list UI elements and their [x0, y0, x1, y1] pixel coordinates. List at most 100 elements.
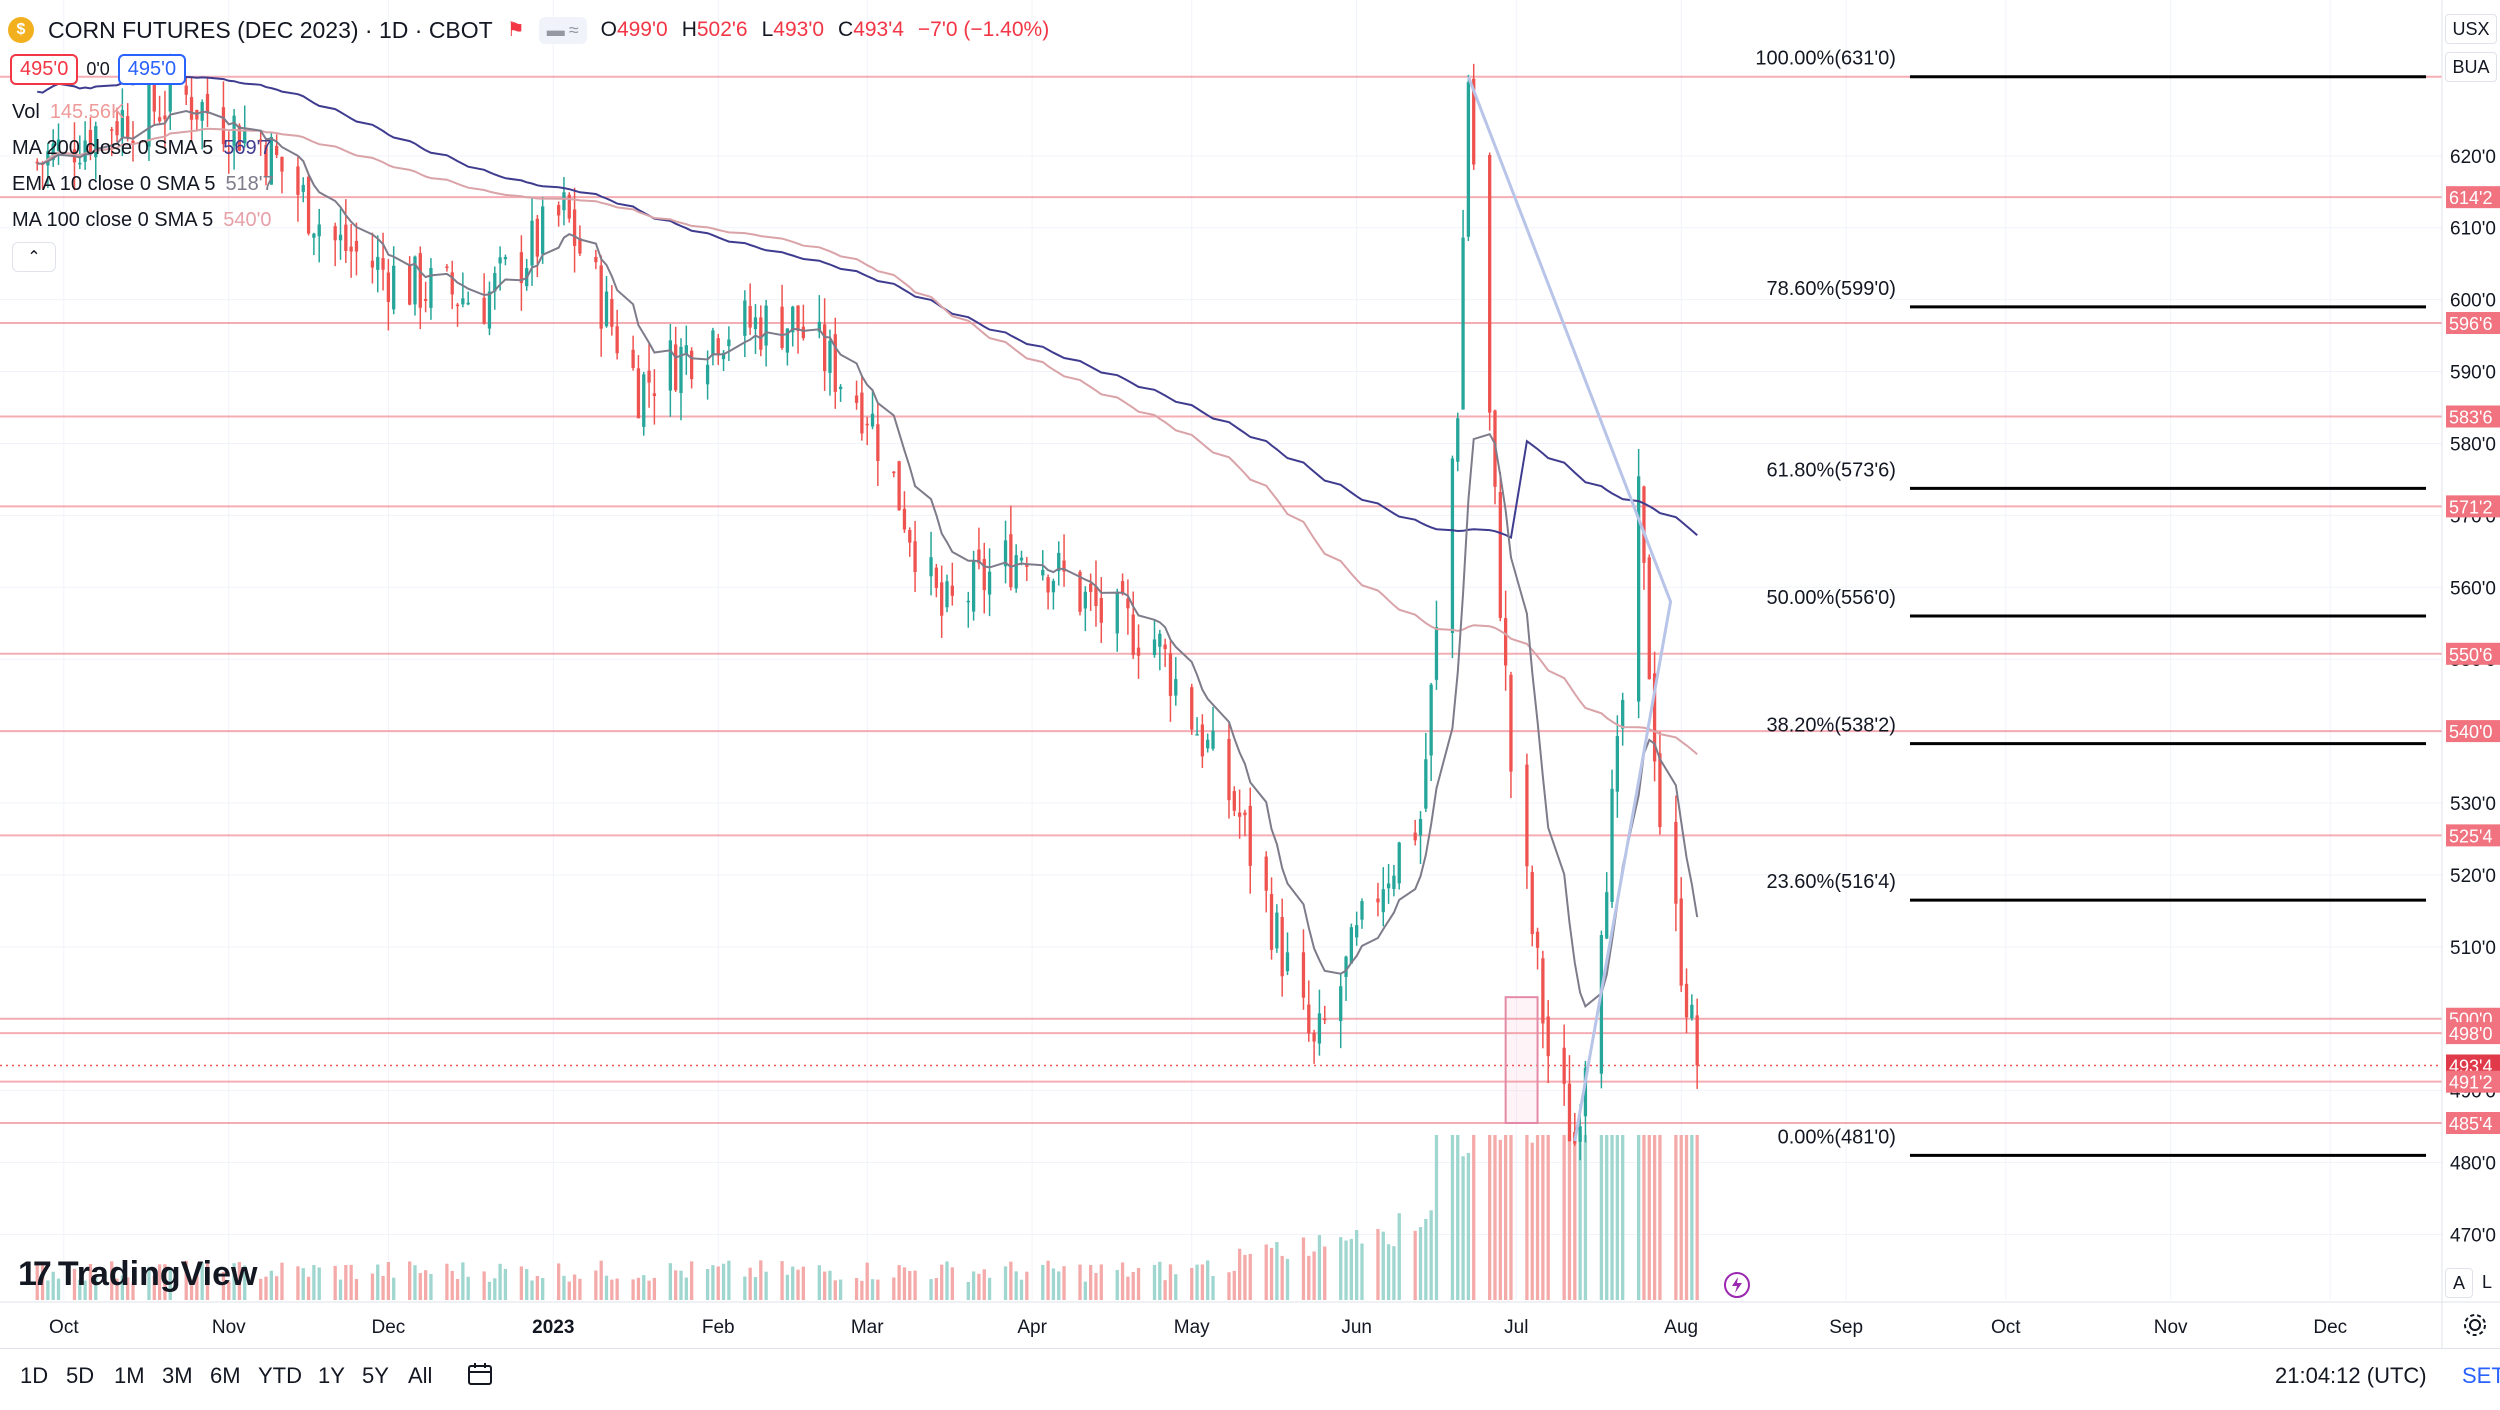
volume-bar [1307, 1255, 1311, 1300]
volume-bar [1078, 1264, 1082, 1300]
candle-body [636, 368, 641, 419]
volume-bar [1195, 1264, 1199, 1300]
auto-scale-button[interactable]: A [2445, 1268, 2473, 1298]
candle-body [1051, 580, 1056, 593]
volume-bar [56, 1278, 61, 1300]
candle-body [1424, 759, 1428, 809]
symbol-title[interactable]: CORN FUTURES (DEC 2023) · 1D · CBOT [48, 16, 493, 43]
candle-body [1376, 898, 1380, 903]
timeframe-button-3m[interactable]: 3M [162, 1363, 193, 1388]
indicator-legend-row[interactable]: Vol 145.56K [12, 101, 124, 124]
volume-bar [1280, 1255, 1284, 1300]
volume-bar [801, 1266, 806, 1300]
volume-bar [1674, 1135, 1678, 1300]
candle-body [929, 557, 933, 577]
utc-clock[interactable]: 21:04:12 (UTC) [2275, 1363, 2427, 1388]
legend-toggle-icon[interactable]: ▬ ≈ [538, 16, 587, 44]
volume-bar [674, 1270, 678, 1300]
candle-body [594, 256, 598, 263]
y-tick-label: 580'0 [2450, 434, 2496, 455]
candle-body [184, 85, 188, 95]
price-chart[interactable]: 100.00%(631'0) 78.60%(599'0) 61.80%(573'6)… [0, 0, 2500, 1348]
volume-bar [1355, 1230, 1359, 1300]
candle-body [870, 413, 875, 427]
settings-link[interactable]: SET [2462, 1363, 2500, 1388]
candle-body [599, 265, 603, 329]
volume-bar [1413, 1230, 1417, 1300]
volume-bar [1493, 1135, 1497, 1300]
volume-bar [259, 1278, 263, 1300]
candle-body [450, 272, 454, 295]
volume-bar [982, 1269, 986, 1300]
timeframe-button-1y[interactable]: 1Y [318, 1363, 345, 1388]
candle-body [1019, 557, 1024, 561]
candle-body [1636, 476, 1641, 702]
candle-body [1392, 875, 1396, 889]
candle-body [801, 326, 806, 339]
volume-bar [1126, 1276, 1130, 1300]
candle-body [120, 110, 125, 138]
ohlc-key: O [600, 18, 617, 41]
timeframe-button-ytd[interactable]: YTD [258, 1363, 302, 1388]
candle-body [1610, 788, 1614, 902]
candle-body [780, 306, 784, 348]
candle-body [1503, 618, 1508, 666]
ohlc-value: 493'0 [773, 18, 825, 41]
candle-body [1546, 1016, 1550, 1057]
volume-bar [1025, 1271, 1029, 1300]
candle-body [759, 317, 763, 350]
volume-bar [785, 1274, 790, 1300]
timeframe-button-5y[interactable]: 5Y [362, 1363, 389, 1388]
flag-icon[interactable]: ⚑ [506, 19, 525, 41]
log-scale-button[interactable]: L [2482, 1272, 2493, 1292]
volume-bar [418, 1273, 422, 1300]
volume-bar [72, 1268, 77, 1300]
y-tick-label: 510'0 [2450, 938, 2496, 959]
volume-bar [615, 1278, 619, 1300]
timeframe-button-1d[interactable]: 1D [20, 1363, 49, 1388]
x-tick-label: Oct [49, 1317, 79, 1338]
volume-bar [525, 1269, 529, 1300]
calendar-icon[interactable] [466, 1361, 494, 1387]
candle-body [1041, 569, 1045, 576]
volume-bar [237, 1261, 242, 1300]
candle-body [1615, 736, 1620, 792]
ohlc-key: L [761, 18, 774, 41]
lightning-icon[interactable] [1722, 1270, 1752, 1300]
currency-button[interactable]: USX [2445, 14, 2497, 44]
indicator-legend-row[interactable]: MA 200 close 0 SMA 5 569'7 [12, 137, 272, 160]
volume-bar [530, 1280, 534, 1300]
collapse-legend-button[interactable]: ⌃ [12, 242, 56, 272]
volume-bar [1503, 1135, 1508, 1300]
candle-body [716, 338, 720, 356]
timeframe-button-all[interactable]: All [408, 1363, 433, 1388]
indicator-legend-row[interactable]: EMA 10 close 0 SMA 5 518'7 [12, 173, 274, 196]
volume-bar [1003, 1266, 1008, 1300]
volume-bar [689, 1261, 694, 1300]
volume-bar [1206, 1260, 1210, 1300]
volume-bar [392, 1277, 396, 1300]
candle-body [647, 370, 651, 383]
volume-bar [1695, 1135, 1699, 1300]
sell-price-button[interactable]: 495'0 [10, 54, 79, 85]
timeframe-button-5d[interactable]: 5D [66, 1363, 95, 1388]
volume-bar [498, 1263, 502, 1300]
volume-bar [1152, 1264, 1157, 1300]
unit-button[interactable]: BUA [2445, 52, 2497, 82]
price-level-tag [2446, 824, 2500, 847]
candle-body [1418, 818, 1423, 836]
gear-icon[interactable] [2462, 1312, 2488, 1338]
timeframe-button-1m[interactable]: 1M [114, 1363, 145, 1388]
buy-price-button[interactable]: 495'0 [117, 54, 187, 85]
volume-bar [902, 1267, 907, 1300]
volume-bar [83, 1280, 87, 1300]
price-level-tag-label: 540'0 [2449, 722, 2492, 742]
candle-body [828, 340, 832, 373]
volume-bar [1200, 1264, 1205, 1300]
timeframe-button-6m[interactable]: 6M [210, 1363, 241, 1388]
candle-body [312, 233, 316, 238]
price-level-tag-label: 525'4 [2449, 826, 2492, 846]
indicator-legend-row[interactable]: MA 100 close 0 SMA 5 540'0 [12, 209, 272, 232]
candle-body [296, 166, 300, 195]
candle-body [689, 350, 694, 380]
